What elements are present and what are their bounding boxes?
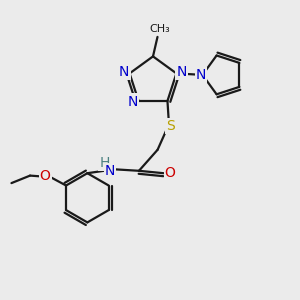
Text: N: N — [119, 65, 129, 79]
Text: CH₃: CH₃ — [149, 23, 170, 34]
Text: N: N — [105, 164, 115, 178]
Text: N: N — [177, 65, 187, 79]
Text: H: H — [100, 156, 110, 170]
Text: O: O — [40, 169, 50, 183]
Text: N: N — [196, 68, 206, 82]
Text: O: O — [165, 166, 176, 180]
Text: N: N — [128, 94, 138, 109]
Text: S: S — [166, 119, 175, 133]
